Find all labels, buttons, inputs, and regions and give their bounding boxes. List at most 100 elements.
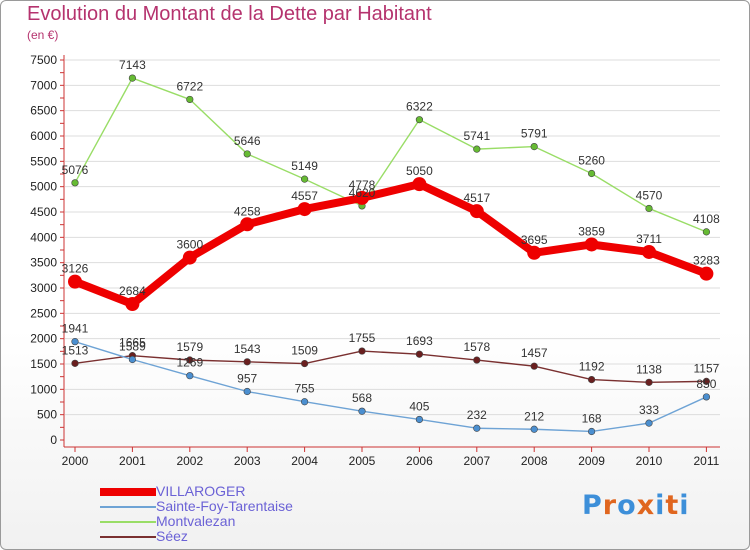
data-label-seez: 1543	[234, 342, 261, 356]
logo-letter: i	[679, 490, 690, 521]
data-label-villaroger: 3600	[176, 238, 203, 252]
y-tick-label: 4000	[30, 230, 57, 244]
data-label-montvalezan: 6722	[176, 79, 203, 93]
data-label-sainte-foy-tarentaise: 333	[639, 403, 659, 417]
data-label-montvalezan: 6322	[406, 100, 433, 114]
legend-item-villaroger[interactable]: VILLAROGER	[100, 484, 293, 499]
data-point-seez	[587, 376, 596, 384]
data-label-sainte-foy-tarentaise: 405	[409, 399, 429, 413]
data-label-seez: 1192	[579, 360, 605, 374]
x-tick-label: 2011	[693, 454, 719, 468]
data-point-sainte-foy-tarentaise	[358, 407, 366, 415]
data-label-villaroger: 4778	[349, 178, 376, 192]
data-label-seez: 1138	[636, 362, 662, 376]
data-label-villaroger: 3283	[693, 254, 720, 268]
data-point-villaroger	[355, 190, 369, 205]
data-point-villaroger	[527, 245, 542, 260]
data-label-villaroger: 4258	[234, 204, 261, 218]
logo-letter: o	[617, 490, 637, 521]
legend-swatch-montvalezan	[100, 520, 156, 523]
data-point-montvalezan	[128, 74, 136, 82]
data-point-seez	[301, 359, 309, 368]
data-label-villaroger: 3859	[578, 224, 605, 238]
data-label-montvalezan: 5741	[463, 129, 490, 143]
legend-label-sainte-foy-tarentaise: Sainte-Foy-Tarentaise	[156, 498, 293, 514]
legend-label-villaroger: VILLAROGER	[156, 483, 246, 499]
data-label-montvalezan: 5149	[291, 159, 318, 173]
data-point-villaroger	[297, 202, 312, 217]
data-point-sainte-foy-tarentaise	[702, 393, 711, 401]
legend-item-montvalezan[interactable]: Montvalezan	[100, 514, 293, 529]
legend-swatch-villaroger	[100, 487, 156, 496]
data-label-sainte-foy-tarentaise: 1589	[119, 339, 146, 353]
data-point-montvalezan	[587, 169, 596, 178]
data-point-villaroger	[469, 204, 484, 219]
logo-letter: r	[602, 490, 618, 521]
data-point-seez	[530, 362, 538, 370]
x-tick-label: 2008	[521, 454, 548, 468]
data-point-montvalezan	[71, 179, 79, 187]
data-label-seez: 1513	[62, 343, 89, 357]
y-tick-label: 6000	[30, 129, 57, 143]
legend-swatch-seez	[100, 535, 156, 538]
data-point-seez	[358, 347, 366, 355]
x-tick-label: 2009	[578, 454, 605, 468]
x-tick-label: 2003	[234, 454, 261, 468]
y-tick-label: 1500	[30, 357, 57, 371]
data-label-sainte-foy-tarentaise: 957	[237, 372, 257, 386]
data-label-sainte-foy-tarentaise: 1269	[176, 356, 203, 370]
data-point-seez	[645, 378, 653, 386]
legend-item-sainte-foy-tarentaise[interactable]: Sainte-Foy-Tarentaise	[100, 499, 293, 514]
data-point-sainte-foy-tarentaise	[301, 398, 309, 406]
x-tick-label: 2007	[463, 454, 490, 468]
data-point-montvalezan	[186, 95, 194, 104]
y-tick-label: 6500	[30, 104, 57, 118]
data-point-montvalezan	[243, 150, 251, 158]
data-label-seez: 1755	[349, 331, 376, 345]
data-label-sainte-foy-tarentaise: 850	[696, 377, 716, 391]
data-label-seez: 1157	[693, 361, 719, 375]
chart-subtitle: (en €)	[27, 28, 59, 42]
y-tick-label: 7500	[30, 53, 57, 67]
data-label-montvalezan: 5260	[578, 153, 605, 167]
data-point-villaroger	[125, 297, 140, 312]
logo-letter: t	[665, 490, 680, 521]
data-point-seez	[415, 350, 424, 358]
data-point-sainte-foy-tarentaise	[530, 425, 538, 433]
data-label-montvalezan: 4108	[693, 212, 720, 226]
data-label-seez: 1578	[463, 340, 490, 354]
data-point-villaroger	[412, 177, 427, 192]
y-tick-label: 4500	[30, 205, 57, 219]
legend-item-seez[interactable]: Séez	[100, 529, 293, 544]
y-tick-label: 1000	[30, 382, 57, 396]
data-label-sainte-foy-tarentaise: 232	[467, 408, 487, 422]
data-label-seez: 1457	[521, 346, 548, 360]
axes: 0 500 1000 1500 2000 2500 3000 3500 4000 4500 5000…	[30, 53, 720, 468]
series-line-seez	[74, 350, 708, 384]
data-point-seez	[71, 359, 79, 367]
y-tick-label: 500	[37, 408, 57, 422]
data-label-montvalezan: 4620	[349, 186, 376, 200]
data-label-sainte-foy-tarentaise: 568	[352, 391, 372, 405]
legend-swatch-sainte-foy-tarentaise	[100, 505, 156, 508]
series-line-sainte-foy-tarentaise	[74, 340, 708, 433]
data-point-sainte-foy-tarentaise	[645, 419, 653, 427]
y-tick-label: 3000	[30, 281, 57, 295]
data-label-seez: 1665	[119, 336, 146, 350]
grid-lines	[65, 59, 720, 416]
y-tick-label: 2000	[30, 332, 57, 346]
data-point-villaroger	[182, 250, 197, 265]
x-tick-label: 2010	[636, 454, 663, 468]
y-tick-label: 7000	[30, 78, 57, 92]
series-line-villaroger	[71, 180, 711, 309]
y-tick-label: 5500	[30, 154, 57, 168]
data-label-villaroger: 3695	[521, 233, 548, 247]
data-point-seez	[702, 377, 711, 385]
data-label-villaroger: 2684	[119, 284, 146, 298]
data-label-sainte-foy-tarentaise: 755	[295, 382, 315, 396]
data-point-sainte-foy-tarentaise	[415, 415, 424, 424]
data-label-villaroger: 4557	[291, 189, 318, 203]
data-label-seez: 1579	[176, 340, 203, 354]
y-tick-label: 3500	[30, 256, 57, 270]
